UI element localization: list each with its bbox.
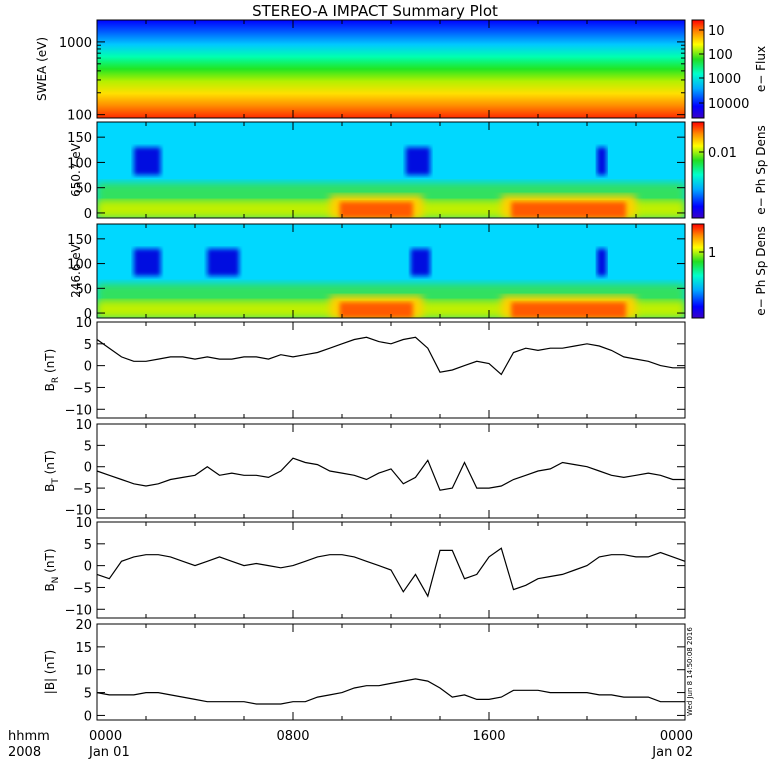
line-ytick: 0 [84, 461, 92, 476]
colorbar-tick: 10 [708, 24, 725, 39]
line-ytick: −5 [73, 482, 92, 497]
line-ytick: −5 [73, 381, 92, 396]
pitch-ylabel: 650.7 eV [69, 142, 83, 197]
pitch-ytick: 0 [84, 307, 92, 322]
series-line [96, 457, 685, 491]
x-date-label: Jan 02 [651, 745, 693, 760]
line-ytick: 10 [75, 418, 92, 433]
series-line [96, 678, 685, 705]
line-ytick: 10 [75, 316, 92, 331]
plot-timestamp: Wed Jun 8 14:50:08 2016 [686, 627, 694, 716]
line-ytick: 5 [84, 538, 92, 553]
series-line [96, 336, 685, 376]
pitch-angle-spectrogram [97, 122, 685, 218]
colorbar [691, 19, 705, 119]
pitch-angle-spectrogram [97, 224, 685, 318]
line-ytick: −10 [65, 603, 92, 618]
line-ytick: −10 [65, 503, 92, 518]
line-ytick: 0 [84, 360, 92, 375]
x-date-label: Jan 01 [88, 745, 130, 760]
pitch-ytick: 100 [67, 258, 92, 273]
colorbar [691, 121, 705, 219]
colorbar-tick: 1000 [708, 72, 741, 87]
plot-title: STEREO-A IMPACT Summary Plot [252, 2, 498, 20]
pitch-ytick: 0 [84, 207, 92, 222]
swea-ytick: 1000 [59, 36, 92, 51]
line-ytick: 5 [84, 439, 92, 454]
line-ytick: 5 [84, 338, 92, 353]
line-ytick: 20 [75, 618, 92, 633]
line-ytick: 10 [75, 516, 92, 531]
colorbar-label: e− Flux [754, 46, 768, 92]
colorbar-tick: 0.01 [708, 146, 737, 161]
swea-spectrogram [97, 20, 685, 118]
colorbar-label: e− Ph Sp Dens [754, 125, 768, 214]
x-tick-label: 1600 [472, 729, 505, 744]
pitch-ytick: 150 [67, 233, 92, 248]
x-tick-label: 0000 [89, 729, 122, 744]
colorbar-tick: 100 [708, 48, 733, 63]
line-ylabel: |B| (nT) [43, 650, 57, 694]
panel-frame [96, 623, 686, 721]
line-ytick: −5 [73, 581, 92, 596]
pitch-ytick: 150 [67, 131, 92, 146]
panel-frame [96, 321, 686, 419]
line-ylabel: BT (nT) [43, 450, 61, 492]
line-ytick: −10 [65, 403, 92, 418]
colorbar [691, 223, 705, 319]
series-line [96, 547, 686, 598]
swea-ylabel: SWEA (eV) [35, 37, 49, 101]
swea-ytick: 100 [67, 109, 92, 124]
pitch-ytick: 100 [67, 156, 92, 171]
footer-year: 2008 [8, 745, 41, 760]
line-ytick: 0 [84, 709, 92, 724]
line-ytick: 10 [75, 664, 92, 679]
colorbar-tick: 1 [708, 246, 716, 261]
panel-frame [96, 423, 686, 519]
line-ytick: 0 [84, 560, 92, 575]
line-ytick: 5 [84, 687, 92, 702]
x-tick-label: 0800 [276, 729, 309, 744]
colorbar-label: e− Ph Sp Dens [754, 226, 768, 315]
line-ytick: 15 [75, 641, 92, 656]
colorbar-tick: 10000 [708, 97, 749, 112]
footer-hhmm: hhmm [8, 729, 50, 744]
line-ylabel: BN (nT) [43, 548, 61, 591]
pitch-ylabel: 246.6 eV [69, 243, 83, 298]
line-ylabel: BR (nT) [43, 349, 61, 392]
x-tick-label: 0000 [660, 729, 693, 744]
pitch-ytick: 50 [75, 182, 92, 197]
pitch-ytick: 50 [75, 282, 92, 297]
